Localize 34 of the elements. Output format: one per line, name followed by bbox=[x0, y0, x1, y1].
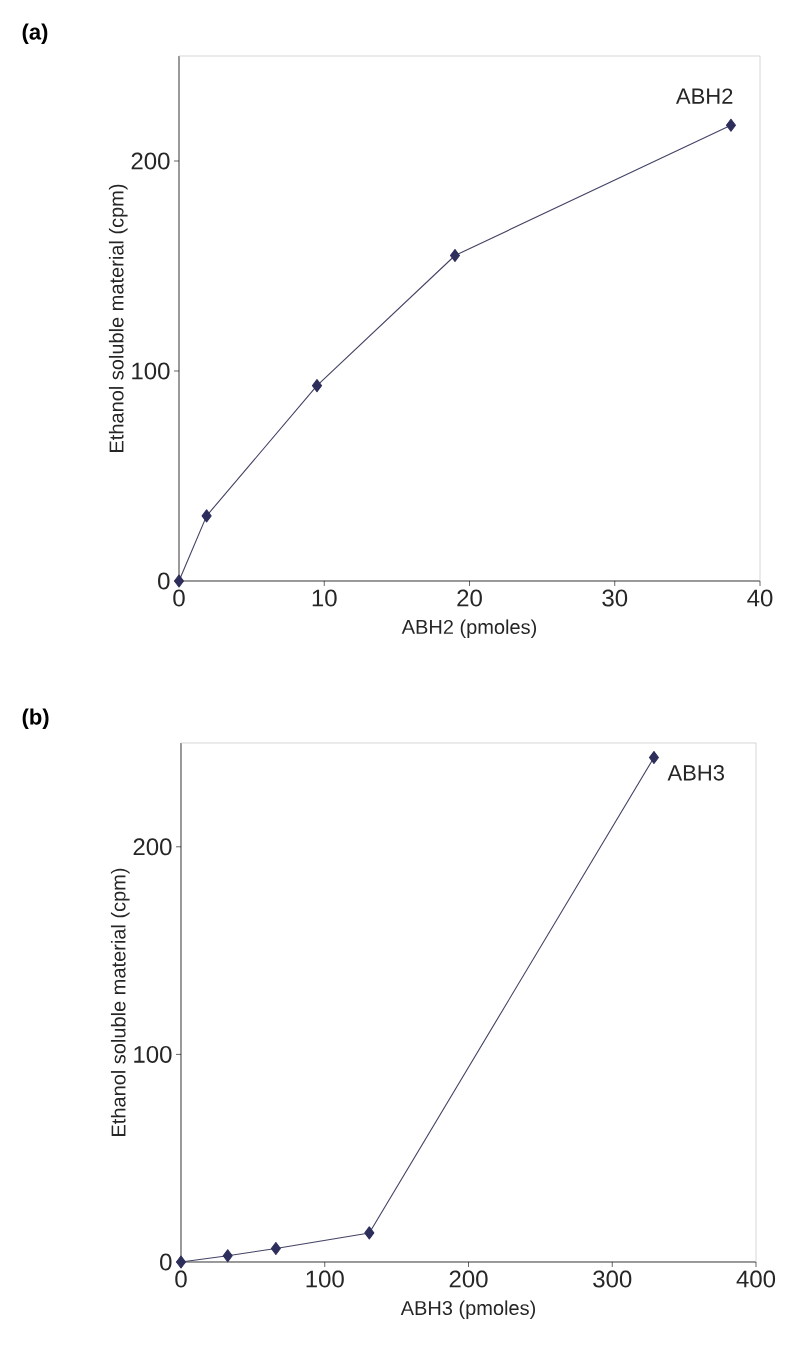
x-tick-label: 300 bbox=[593, 1270, 632, 1288]
annotation: ABH3 bbox=[667, 765, 724, 781]
y-tick-label: 100 bbox=[134, 1045, 172, 1063]
point bbox=[222, 1249, 233, 1263]
point bbox=[725, 118, 737, 132]
y-tick-label: 200 bbox=[131, 152, 170, 170]
x-tick-label: 10 bbox=[312, 589, 337, 607]
point bbox=[201, 509, 212, 523]
y-tick-label: 100 bbox=[132, 362, 170, 380]
point bbox=[364, 1226, 375, 1240]
y-axis-title: Ethanol soluble material (cpm) bbox=[110, 868, 130, 1136]
x-tick-label: 100 bbox=[306, 1270, 344, 1288]
point bbox=[270, 1241, 281, 1256]
point bbox=[311, 379, 323, 393]
point bbox=[648, 750, 659, 765]
y-axis-title: Ethanol soluble material (cpm) bbox=[108, 184, 128, 452]
x-tick-label: 200 bbox=[449, 1270, 488, 1288]
y-tick-label: 200 bbox=[133, 838, 172, 856]
point bbox=[175, 1255, 187, 1269]
x-tick-label: 400 bbox=[736, 1270, 776, 1288]
point bbox=[173, 574, 185, 588]
x-tick-label: 40 bbox=[747, 589, 773, 607]
annotation: ABH2 bbox=[676, 88, 733, 104]
y-tick-label: 0 bbox=[158, 572, 170, 590]
x-tick-label: 0 bbox=[175, 1270, 187, 1288]
y-tick-label: 0 bbox=[160, 1253, 172, 1271]
x-axis-title: ABH2 (pmoles) bbox=[401, 619, 537, 639]
x-tick-label: 0 bbox=[173, 589, 185, 607]
x-tick-label: 30 bbox=[602, 589, 628, 607]
x-axis-title: ABH3 (pmoles) bbox=[400, 1300, 536, 1320]
chart-title: (a) bbox=[22, 23, 48, 45]
x-tick-label: 20 bbox=[457, 589, 482, 607]
chart-title: (b) bbox=[22, 708, 49, 730]
point bbox=[449, 248, 461, 263]
